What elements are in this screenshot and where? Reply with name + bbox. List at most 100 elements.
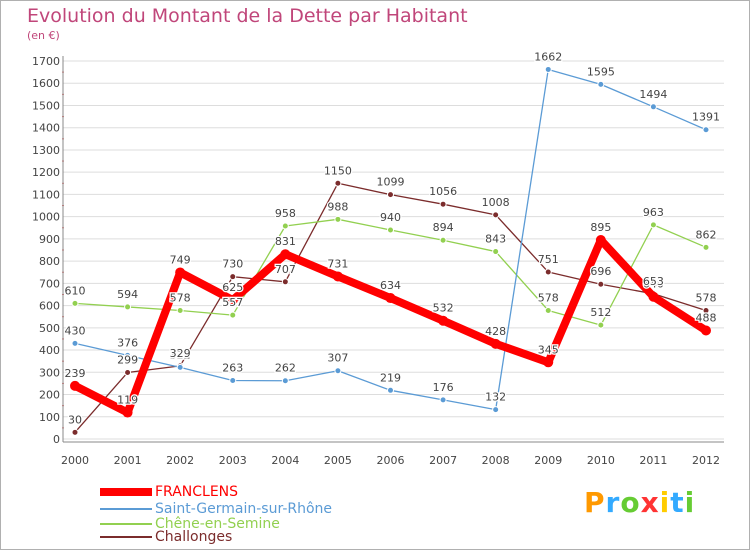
data-point	[122, 407, 133, 418]
data-point	[385, 293, 396, 304]
data-label: 488	[696, 311, 717, 324]
data-point	[701, 325, 711, 336]
x-tick-label: 2006	[377, 454, 405, 467]
data-point	[438, 315, 449, 326]
data-point	[332, 271, 343, 282]
data-point	[439, 200, 447, 208]
data-label: 1150	[324, 164, 352, 177]
data-label: 30	[68, 413, 82, 426]
logo-letter: r	[605, 486, 621, 519]
data-label: 1099	[377, 176, 405, 189]
data-point	[702, 306, 710, 314]
y-tick-label: 700	[39, 277, 60, 290]
data-point	[648, 291, 659, 302]
data-point	[175, 267, 186, 278]
data-point	[334, 179, 342, 187]
data-point	[387, 191, 394, 199]
data-label: 730	[222, 258, 243, 271]
data-point	[597, 80, 605, 88]
y-tick-label: 1500	[32, 99, 60, 112]
legend-label-chene-en-semine: Chêne-en-Semine	[155, 516, 280, 532]
data-label: 262	[275, 362, 296, 375]
data-point	[281, 222, 289, 230]
data-point	[387, 386, 394, 394]
logo-letter: x	[640, 486, 660, 519]
data-point	[334, 367, 342, 375]
y-tick-label: 1400	[32, 122, 60, 135]
y-tick-label: 1300	[32, 144, 60, 157]
proxiti-logo: Proxiti	[584, 486, 695, 519]
data-label: 219	[380, 371, 401, 384]
data-point	[71, 339, 79, 347]
data-point	[281, 278, 289, 286]
data-label: 640	[643, 278, 664, 291]
data-label: 119	[117, 394, 138, 407]
data-point	[280, 249, 291, 260]
legend-swatch-saint-germain	[100, 508, 152, 510]
data-point	[492, 406, 500, 414]
data-point	[229, 311, 237, 319]
y-tick-label: 200	[39, 389, 60, 402]
x-tick-label: 2010	[587, 454, 615, 467]
x-tick-label: 2011	[639, 454, 667, 467]
data-label: 751	[538, 253, 559, 266]
data-label: 894	[433, 221, 454, 234]
data-point	[439, 236, 447, 244]
data-label: 696	[590, 265, 611, 278]
data-label: 430	[65, 324, 86, 337]
y-tick-label: 100	[39, 411, 60, 424]
data-label: 634	[380, 279, 401, 292]
data-point	[543, 357, 554, 368]
x-tick-label: 2007	[429, 454, 457, 467]
data-point	[71, 299, 79, 307]
data-label: 731	[327, 257, 348, 270]
y-tick-label: 800	[39, 255, 60, 268]
data-point	[229, 377, 237, 385]
data-label: 625	[222, 281, 243, 294]
x-tick-label: 2000	[61, 454, 89, 467]
logo-letter: o	[620, 486, 641, 519]
data-label: 263	[222, 362, 243, 375]
data-label: 940	[380, 211, 401, 224]
data-label: 653	[643, 275, 664, 288]
chart-subtitle: (en €)	[27, 29, 60, 42]
data-label: 578	[170, 291, 191, 304]
data-point	[281, 377, 289, 385]
data-label: 831	[275, 235, 296, 248]
data-point	[649, 221, 657, 229]
data-label: 512	[590, 306, 611, 319]
data-label: 843	[485, 233, 506, 246]
x-tick-label: 2012	[692, 454, 720, 467]
data-label: 958	[275, 207, 296, 220]
data-label: 239	[65, 367, 86, 380]
legend-item-saint-germain: Saint-Germain-sur-Rhône	[100, 502, 332, 516]
data-point	[597, 321, 605, 329]
data-label: 963	[643, 206, 664, 219]
x-tick-label: 2003	[219, 454, 247, 467]
logo-letter: i	[659, 486, 671, 519]
data-point	[702, 126, 710, 134]
data-label: 557	[222, 296, 243, 309]
legend-swatch-franclens	[100, 488, 152, 496]
data-point	[492, 211, 500, 219]
data-label: 1494	[639, 88, 667, 101]
logo-letter: P	[584, 486, 606, 519]
data-label: 578	[538, 291, 559, 304]
x-tick-label: 2009	[534, 454, 562, 467]
data-point	[490, 338, 501, 349]
data-point	[229, 273, 237, 281]
data-point	[597, 280, 605, 288]
data-label: 428	[485, 325, 506, 338]
y-tick-label: 400	[39, 344, 60, 357]
data-label: 895	[590, 221, 611, 234]
y-tick-label: 1000	[32, 211, 60, 224]
data-point	[702, 243, 710, 251]
y-tick-label: 1200	[32, 166, 60, 179]
data-label: 176	[433, 381, 454, 394]
x-tick-label: 2008	[482, 454, 510, 467]
logo-letter: i	[684, 486, 696, 519]
legend-item-challonges: Challonges	[100, 530, 232, 544]
data-label: 988	[327, 200, 348, 213]
legend-label-franclens: FRANCLENS	[155, 484, 239, 500]
